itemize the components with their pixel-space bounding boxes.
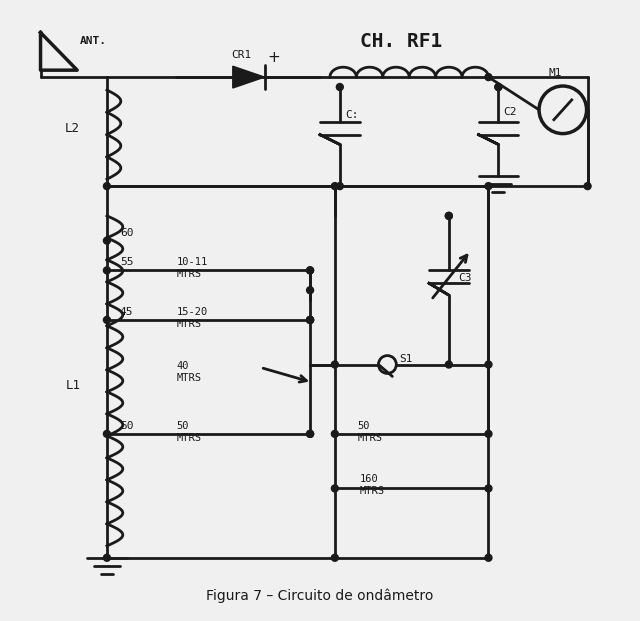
Circle shape xyxy=(104,555,110,561)
Text: 45: 45 xyxy=(120,307,133,317)
Circle shape xyxy=(485,361,492,368)
Text: C2: C2 xyxy=(503,107,517,117)
Text: MTRS: MTRS xyxy=(358,433,383,443)
Text: 50: 50 xyxy=(176,421,189,431)
Text: 10-11: 10-11 xyxy=(176,258,207,268)
Circle shape xyxy=(307,317,314,324)
Circle shape xyxy=(495,84,502,91)
Text: 50: 50 xyxy=(358,421,370,431)
Circle shape xyxy=(332,555,339,561)
Text: ANT.: ANT. xyxy=(80,37,107,47)
Circle shape xyxy=(485,430,492,437)
Circle shape xyxy=(445,212,452,219)
Text: +: + xyxy=(268,50,280,65)
Text: 50: 50 xyxy=(120,421,133,431)
Text: L2: L2 xyxy=(64,122,79,135)
Text: S1: S1 xyxy=(399,353,413,363)
Text: MTRS: MTRS xyxy=(176,433,202,443)
Text: 60: 60 xyxy=(120,228,133,238)
Text: CH. RF1: CH. RF1 xyxy=(360,32,442,52)
Circle shape xyxy=(445,212,452,219)
Circle shape xyxy=(584,183,591,189)
Circle shape xyxy=(485,555,492,561)
Circle shape xyxy=(332,183,339,189)
Circle shape xyxy=(495,84,502,91)
Text: Figura 7 – Circuito de ondâmetro: Figura 7 – Circuito de ondâmetro xyxy=(206,589,434,604)
Circle shape xyxy=(307,317,314,324)
Circle shape xyxy=(337,183,343,189)
Circle shape xyxy=(104,237,110,244)
Text: 160: 160 xyxy=(360,474,378,484)
Circle shape xyxy=(332,430,339,437)
Circle shape xyxy=(307,430,314,437)
Circle shape xyxy=(485,183,492,189)
Text: MTRS: MTRS xyxy=(360,486,385,496)
Text: 55: 55 xyxy=(120,258,133,268)
Text: CR1: CR1 xyxy=(231,50,251,60)
Text: MTRS: MTRS xyxy=(176,373,202,383)
Text: MTRS: MTRS xyxy=(176,319,202,329)
Text: 15-20: 15-20 xyxy=(176,307,207,317)
Text: L1: L1 xyxy=(65,379,80,392)
Text: C3: C3 xyxy=(459,273,472,283)
Circle shape xyxy=(307,267,314,274)
Circle shape xyxy=(485,74,492,81)
Circle shape xyxy=(104,430,110,437)
Circle shape xyxy=(307,287,314,294)
Text: 40: 40 xyxy=(176,361,189,371)
Circle shape xyxy=(307,317,314,324)
Circle shape xyxy=(332,485,339,492)
Circle shape xyxy=(332,361,339,368)
Circle shape xyxy=(104,183,110,189)
Circle shape xyxy=(337,84,343,91)
Polygon shape xyxy=(233,66,264,88)
Circle shape xyxy=(104,317,110,324)
Circle shape xyxy=(104,267,110,274)
Text: M1: M1 xyxy=(549,68,563,78)
Circle shape xyxy=(307,267,314,274)
Circle shape xyxy=(307,430,314,437)
Text: MTRS: MTRS xyxy=(176,270,202,279)
Text: C:: C: xyxy=(345,110,358,120)
Circle shape xyxy=(445,361,452,368)
Circle shape xyxy=(485,485,492,492)
